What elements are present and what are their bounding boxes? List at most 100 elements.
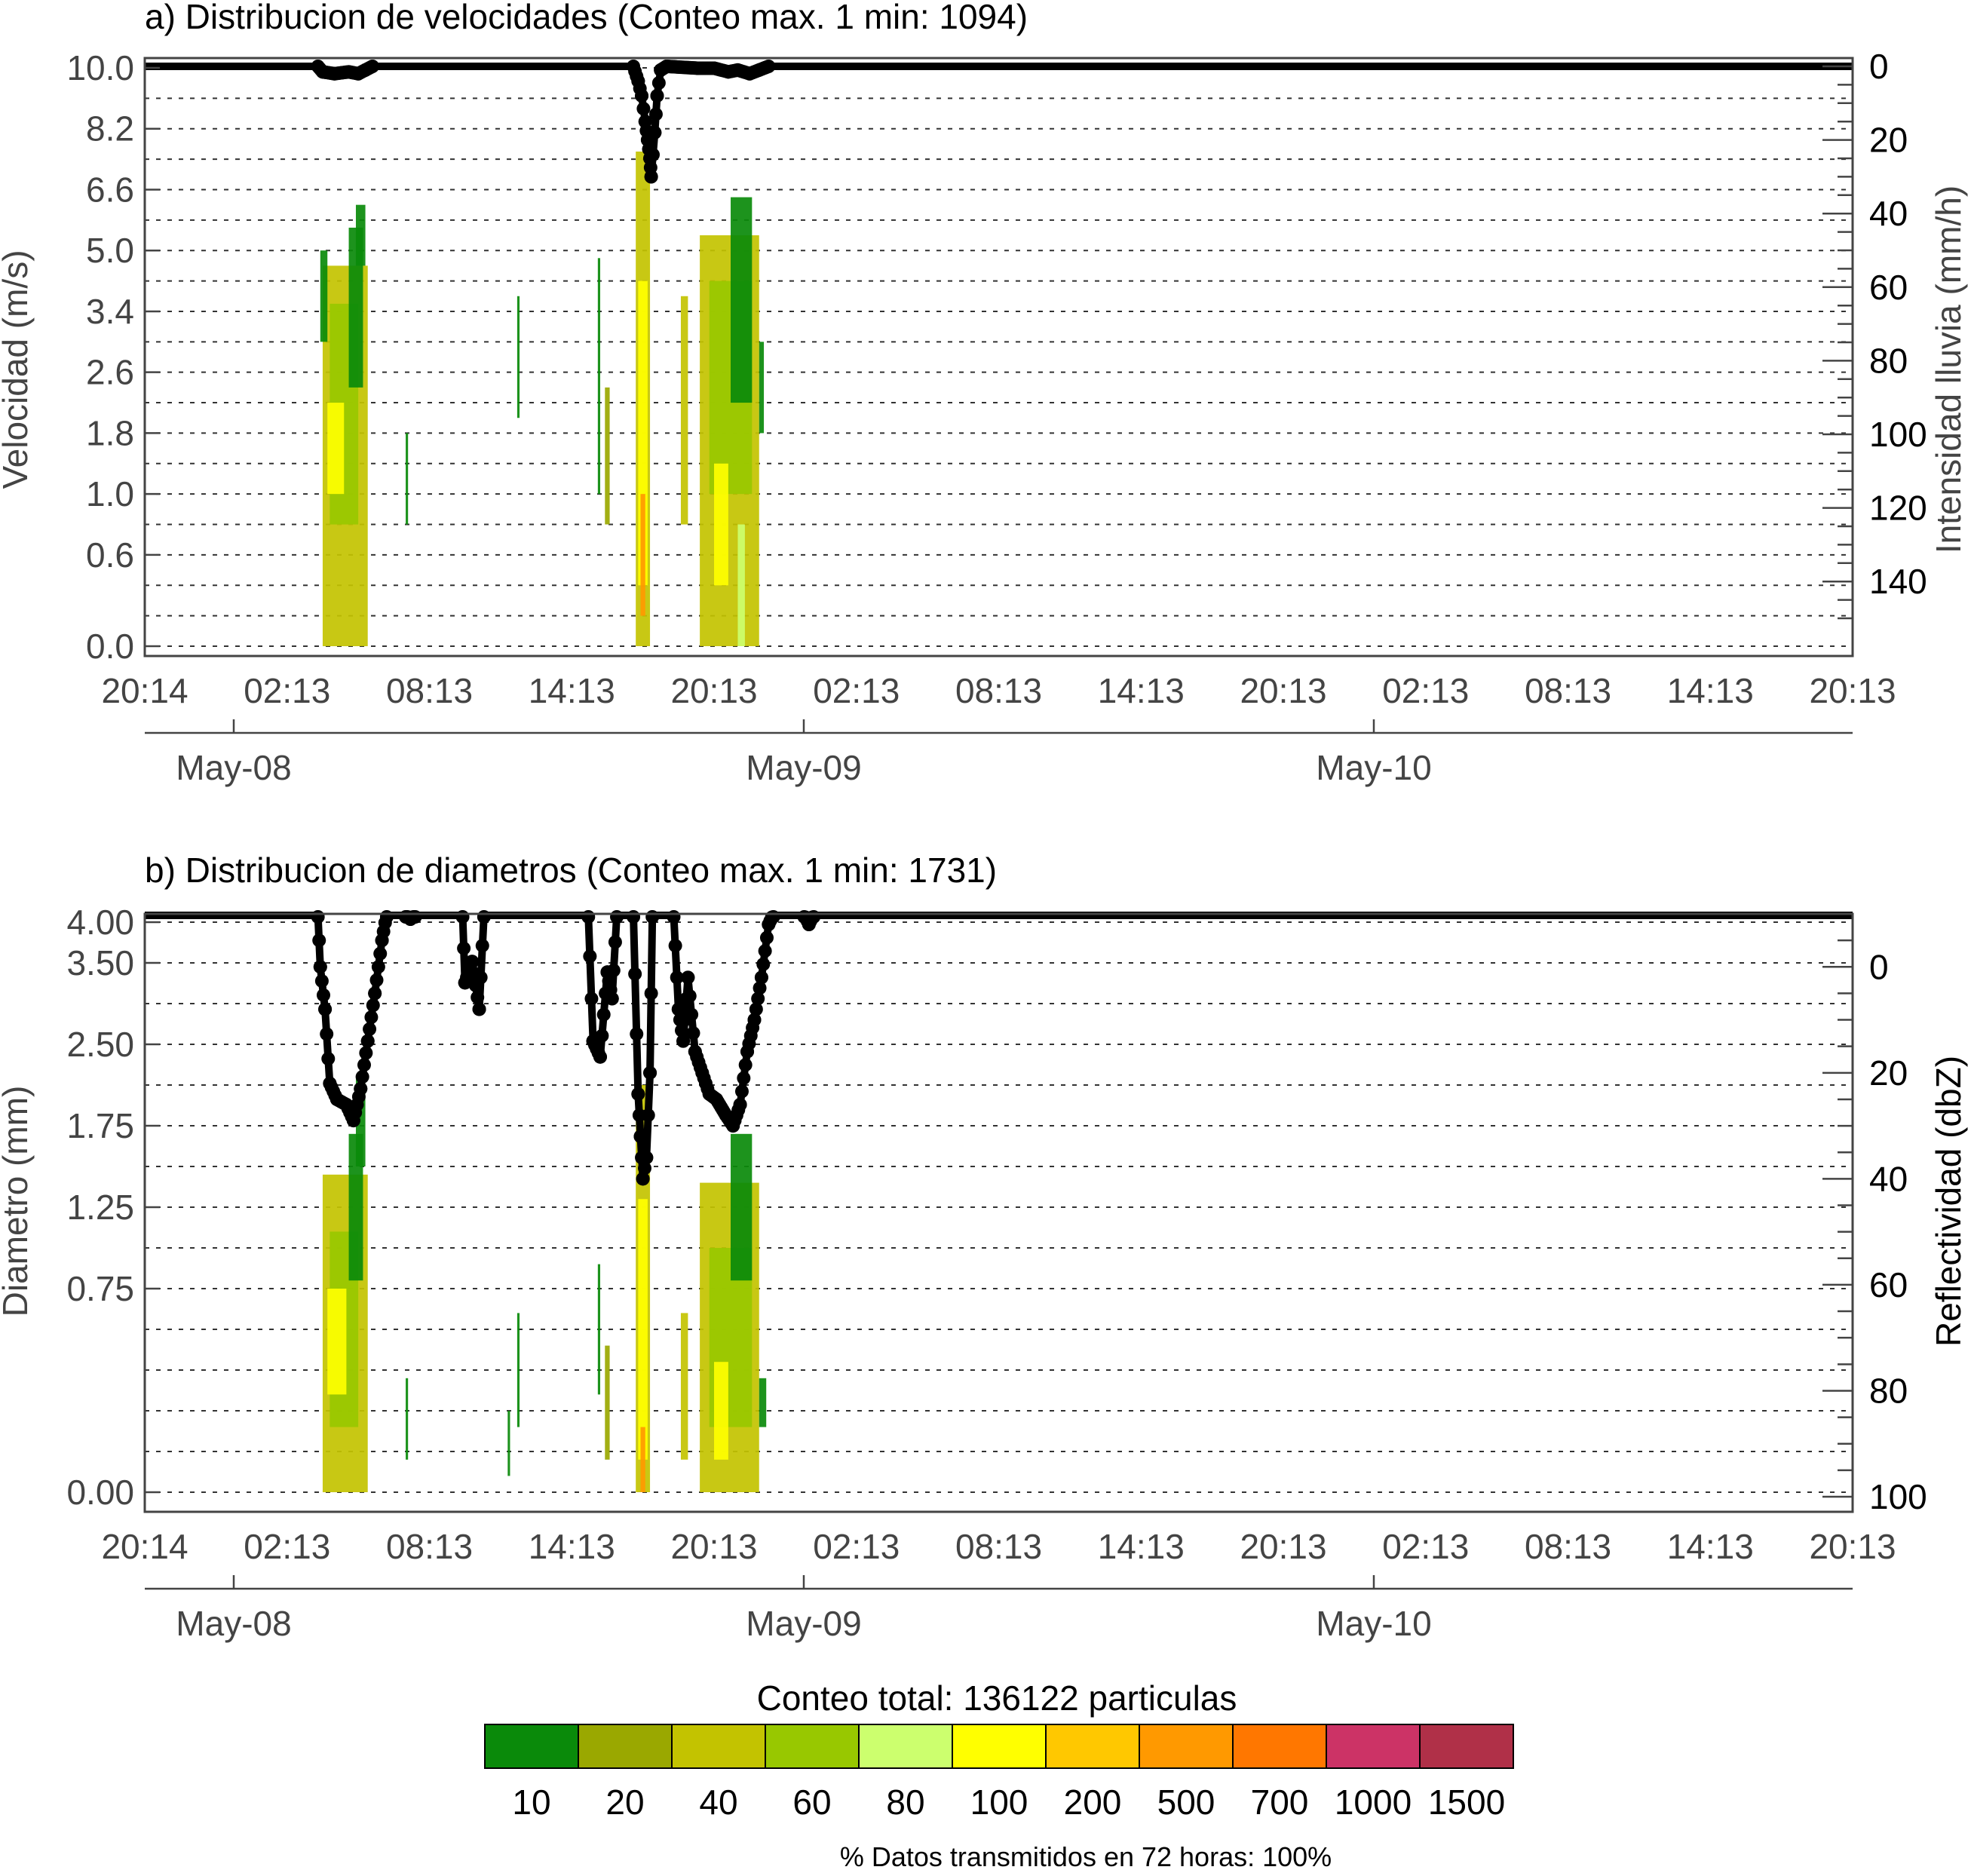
- colorbar-label: 1000: [1335, 1783, 1412, 1822]
- colorbar-label: 10: [512, 1783, 550, 1822]
- overlay-marker: [650, 89, 664, 103]
- rain-intensity-axis-label: Intensidad lluvia (mm/h): [1929, 185, 1968, 553]
- heatmap-cell: [605, 387, 610, 525]
- overlay-marker: [758, 944, 772, 958]
- panel-velocity: a) Distribucion de velocidades (Conteo m…: [0, 0, 1968, 787]
- y-tick-label: 0.00: [66, 1473, 134, 1512]
- overlay-line: [145, 63, 1853, 181]
- overlay-marker: [321, 1052, 336, 1066]
- overlay-marker: [667, 910, 681, 924]
- x-tick-label: 20:13: [1809, 1527, 1896, 1566]
- overlay-marker: [368, 986, 382, 1001]
- x-tick-label: 14:13: [529, 1527, 615, 1566]
- overlay-marker: [637, 1161, 651, 1176]
- overlay-marker: [379, 910, 394, 924]
- x-tick-label: 14:13: [1098, 1527, 1185, 1566]
- overlay-marker: [751, 992, 765, 1006]
- overlay-marker: [312, 933, 326, 948]
- x-tick-label: 08:13: [1525, 671, 1611, 710]
- overlay-marker: [477, 910, 491, 924]
- day-axis: May-08 May-09 May-10: [145, 719, 1853, 787]
- heatmap-cell: [355, 204, 366, 266]
- overlay-marker: [631, 1087, 645, 1101]
- y2-tick-label: 100: [1869, 415, 1927, 454]
- overlay-marker: [747, 1013, 762, 1027]
- x-tick-label: 02:13: [1382, 1527, 1469, 1566]
- colorbar: Conteo total: 136122 particulas 10 20 40 60…: [484, 1678, 1514, 1822]
- overlay-marker: [648, 125, 662, 139]
- overlay-marker: [685, 1007, 699, 1022]
- y2-tick-label: 20: [1869, 121, 1908, 160]
- overlay-marker: [371, 960, 385, 974]
- overlay-marker: [749, 1002, 763, 1016]
- x-tick-label: 08:13: [386, 1527, 473, 1566]
- y-tick-label: 2.50: [66, 1025, 134, 1064]
- overlay-marker: [668, 939, 682, 953]
- day-axis: May-08 May-09 May-10: [145, 1575, 1853, 1643]
- heatmap-cell: [759, 1378, 767, 1427]
- overlay-marker: [355, 1070, 369, 1084]
- overlay-marker: [641, 1108, 655, 1123]
- day-label: May-08: [176, 1604, 291, 1643]
- heatmap-cell: [640, 494, 645, 616]
- colorbar-swatch: [1232, 1724, 1327, 1769]
- x-tick-label: 02:13: [244, 1527, 330, 1566]
- overlay-marker: [472, 1002, 486, 1016]
- overlay-marker: [670, 970, 684, 985]
- x-tick-label: 02:13: [1382, 671, 1469, 710]
- overlay-marker: [756, 957, 771, 971]
- x-tick-label: 20:13: [1809, 671, 1896, 710]
- overlay-marker: [583, 949, 597, 964]
- y-tick-label: 3.4: [86, 292, 134, 331]
- overlay-marker: [753, 981, 767, 995]
- heatmap-cell: [759, 342, 765, 434]
- overlay-marker: [628, 967, 642, 981]
- heatmap-cell: [597, 1264, 600, 1395]
- y-tick-label: 6.6: [86, 170, 134, 209]
- y2-tick-label: 40: [1869, 1159, 1908, 1198]
- heatmap-cell: [640, 1427, 645, 1492]
- overlay-marker: [645, 148, 660, 162]
- colorbar-swatch: [858, 1724, 953, 1769]
- overlay-marker: [354, 1081, 368, 1096]
- overlay-marker: [373, 946, 388, 961]
- transmission-footer: % Datos transmitidos en 72 horas: 100%: [840, 1841, 1332, 1872]
- x-tick-label: 14:13: [1098, 671, 1185, 710]
- panel-b-frame: [143, 912, 1854, 1513]
- heatmap-cell: [731, 197, 753, 403]
- y-tick-label: 0.75: [66, 1269, 134, 1308]
- overlay-marker: [311, 910, 325, 924]
- heatmap-cell: [517, 296, 520, 418]
- overlay-marker: [636, 102, 651, 116]
- diameter-heatmap: [322, 1077, 767, 1492]
- overlay-marker: [369, 973, 384, 987]
- colorbar-label: 200: [1064, 1783, 1122, 1822]
- time-ticks: 20:14 02:13 08:13 14:13 20:13 02:13 08:13 14:13…: [101, 671, 1896, 710]
- x-tick-label: 20:13: [670, 671, 757, 710]
- overlay-marker: [593, 1050, 607, 1064]
- overlay-marker: [633, 1130, 648, 1144]
- overlay-marker: [627, 910, 641, 924]
- heatmap-cell: [507, 1411, 510, 1476]
- overlay-marker: [645, 910, 660, 924]
- x-tick-label: 08:13: [1525, 1527, 1611, 1566]
- overlay-marker: [457, 941, 471, 955]
- panel-a-frame: [143, 57, 1854, 658]
- x-tick-label: 02:13: [813, 671, 900, 710]
- overlay-marker: [363, 1022, 377, 1036]
- heatmap-cell: [680, 1313, 688, 1460]
- colorbar-swatches: [484, 1724, 1514, 1769]
- heatmap-cell: [517, 1313, 520, 1427]
- overlay-marker: [754, 970, 768, 985]
- overlay-marker: [366, 998, 380, 1013]
- reflectivity-series: [145, 910, 1853, 1186]
- time-ticks: 20:14 02:13 08:13 14:13 20:13 02:13 08:13 14:13…: [101, 1527, 1896, 1566]
- x-tick-label: 08:13: [955, 1527, 1042, 1566]
- overlay-marker: [737, 1071, 751, 1085]
- overlay-marker: [759, 930, 774, 945]
- day-label: May-10: [1316, 1604, 1431, 1643]
- y2-tick-label: 140: [1869, 562, 1927, 601]
- heatmap-cell: [320, 250, 328, 342]
- y-tick-label: 3.50: [66, 943, 134, 982]
